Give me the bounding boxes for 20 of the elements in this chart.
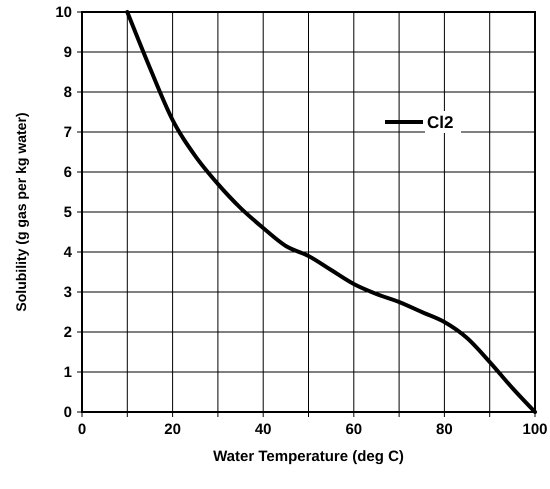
- y-tick-label: 0: [64, 404, 72, 421]
- y-tick-label: 6: [64, 164, 72, 181]
- y-axis-title: Solubility (g gas per kg water): [13, 112, 29, 312]
- x-tick-label: 60: [345, 421, 362, 438]
- y-tick-label: 4: [64, 244, 73, 261]
- y-tick-label: 9: [64, 44, 72, 61]
- x-tick-label: 0: [78, 421, 86, 438]
- y-tick-label: 2: [64, 324, 72, 341]
- y-tick-label: 3: [64, 284, 72, 301]
- y-tick-label: 10: [55, 4, 72, 21]
- y-tick-label: 1: [64, 364, 72, 381]
- x-tick-label: 20: [164, 421, 181, 438]
- y-tick-label: 5: [64, 204, 72, 221]
- y-tick-label: 7: [64, 124, 72, 141]
- x-axis-title: Water Temperature (deg C): [213, 448, 404, 465]
- legend-label: Cl2: [427, 113, 454, 132]
- x-tick-label: 80: [436, 421, 453, 438]
- x-tick-label: 40: [254, 421, 272, 438]
- y-tick-label: 8: [64, 84, 72, 101]
- x-tick-label: 100: [522, 421, 548, 438]
